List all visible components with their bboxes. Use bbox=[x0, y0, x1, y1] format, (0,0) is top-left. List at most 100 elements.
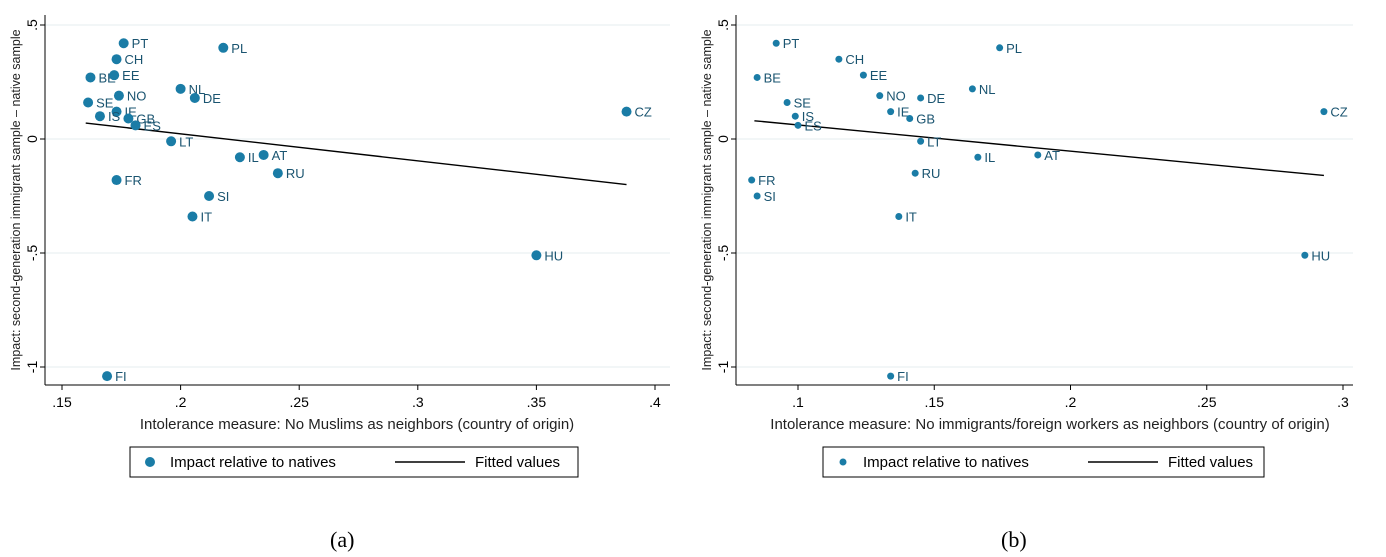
point-label: PT bbox=[132, 36, 149, 51]
data-point bbox=[968, 85, 976, 93]
data-point bbox=[123, 113, 134, 124]
point-label: CZ bbox=[1330, 105, 1347, 120]
legend-box bbox=[822, 446, 1265, 478]
x-tick-label: .3 bbox=[412, 394, 424, 410]
point-label: PL bbox=[1006, 41, 1022, 56]
legend-label-points: Impact relative to natives bbox=[170, 454, 336, 471]
point-label: SE bbox=[96, 96, 114, 111]
point-label: FI bbox=[897, 369, 909, 384]
data-point bbox=[111, 175, 122, 186]
data-point bbox=[859, 71, 867, 79]
chart-panel-a: .5 0 -.5 -1 .15 .2 .25 .3 .35 .4 Intolerance measu… bbox=[9, 15, 670, 552]
data-point bbox=[94, 111, 105, 122]
point-label: CZ bbox=[635, 105, 652, 120]
point-label: LT bbox=[179, 134, 193, 149]
x-tick-label: .2 bbox=[1065, 394, 1077, 410]
point-label: SI bbox=[764, 189, 776, 204]
point-label: IT bbox=[200, 210, 212, 225]
scatter-plot-a: .5 0 -.5 -1 .15 .2 .25 .3 .35 .4 Intolerance measu… bbox=[9, 15, 670, 478]
data-point bbox=[753, 192, 761, 200]
point-label: FR bbox=[125, 173, 142, 188]
fitted-line bbox=[754, 120, 1324, 177]
data-point bbox=[204, 191, 215, 201]
data-point bbox=[783, 99, 791, 107]
data-point bbox=[917, 137, 925, 145]
point-label: BE bbox=[764, 70, 782, 85]
x-tick-label: .1 bbox=[792, 394, 804, 410]
y-axis-title: Impact: second-generation immigrant samp… bbox=[9, 29, 23, 370]
point-label: IL bbox=[248, 150, 259, 165]
x-tick-label: .3 bbox=[1337, 394, 1349, 410]
panel-caption-a: (a) bbox=[330, 527, 355, 552]
data-point bbox=[772, 39, 780, 47]
point-label: SI bbox=[217, 189, 229, 204]
x-tick-label: .2 bbox=[175, 394, 187, 410]
legend-marker-points bbox=[145, 457, 155, 467]
data-point bbox=[753, 73, 761, 81]
x-axis-title: Intolerance measure: No Muslims as neigh… bbox=[140, 416, 574, 433]
point-label: CH bbox=[845, 52, 864, 67]
data-point bbox=[895, 213, 903, 221]
data-point bbox=[102, 371, 113, 382]
point-label: IL bbox=[984, 150, 995, 165]
data-point bbox=[794, 121, 802, 129]
point-label: NL bbox=[979, 82, 996, 97]
fitted-line bbox=[85, 122, 627, 186]
data-point bbox=[748, 176, 756, 184]
data-point bbox=[187, 211, 198, 222]
point-label: FI bbox=[115, 369, 127, 384]
point-label: IS bbox=[802, 109, 815, 124]
y-tick-label: -1 bbox=[24, 361, 40, 374]
legend-label-points: Impact relative to natives bbox=[863, 454, 1029, 471]
x-tick-label: .25 bbox=[1197, 394, 1217, 410]
data-point bbox=[974, 153, 982, 161]
data-point bbox=[531, 250, 542, 261]
data-point bbox=[111, 106, 122, 117]
data-point bbox=[111, 54, 122, 65]
y-tick-label: 0 bbox=[715, 135, 731, 143]
point-label: FR bbox=[758, 173, 775, 188]
y-tick-label: -.5 bbox=[715, 245, 731, 262]
x-axis-title: Intolerance measure: No immigrants/forei… bbox=[770, 416, 1329, 433]
data-point bbox=[887, 108, 895, 116]
data-point bbox=[621, 106, 632, 117]
data-point bbox=[272, 168, 283, 179]
scatter-plot-b: .5 0 -.5 -1 .1 .15 .2 .25 .3 Intolerance measure:… bbox=[700, 15, 1353, 478]
data-point bbox=[189, 92, 200, 103]
point-label: NO bbox=[886, 89, 906, 104]
point-label: AT bbox=[1044, 148, 1060, 163]
data-point bbox=[917, 94, 925, 102]
point-label: HU bbox=[544, 248, 563, 263]
point-label: EE bbox=[870, 68, 888, 83]
x-tick-label: .15 bbox=[925, 394, 945, 410]
point-label: SE bbox=[794, 96, 812, 111]
point-label: IT bbox=[905, 210, 917, 225]
y-axis-title: Impact: second-generation immigrant samp… bbox=[700, 29, 714, 370]
point-label: LT bbox=[927, 134, 941, 149]
data-point bbox=[258, 149, 269, 160]
x-tick-label: .4 bbox=[649, 394, 661, 410]
y-tick-label: 0 bbox=[24, 135, 40, 143]
point-label: DE bbox=[203, 91, 221, 106]
point-label: AT bbox=[272, 148, 288, 163]
data-point bbox=[130, 120, 141, 131]
point-label: ES bbox=[805, 118, 823, 133]
data-point bbox=[1301, 251, 1309, 259]
point-label: RU bbox=[922, 166, 941, 181]
data-point bbox=[83, 97, 94, 108]
point-label: IS bbox=[108, 109, 121, 124]
data-point bbox=[887, 372, 895, 380]
data-point bbox=[109, 70, 120, 81]
y-tick-label: .5 bbox=[24, 19, 40, 31]
x-tick-label: .25 bbox=[289, 394, 309, 410]
legend-marker-points bbox=[839, 458, 847, 466]
point-label: ES bbox=[144, 118, 162, 133]
data-point bbox=[906, 114, 914, 122]
data-point bbox=[835, 55, 843, 63]
y-tick-label: -.5 bbox=[24, 245, 40, 262]
data-point bbox=[791, 112, 799, 120]
data-point bbox=[118, 38, 129, 49]
data-point bbox=[175, 83, 186, 94]
legend-label-fit: Fitted values bbox=[1168, 454, 1253, 471]
point-label: IE bbox=[897, 105, 910, 120]
